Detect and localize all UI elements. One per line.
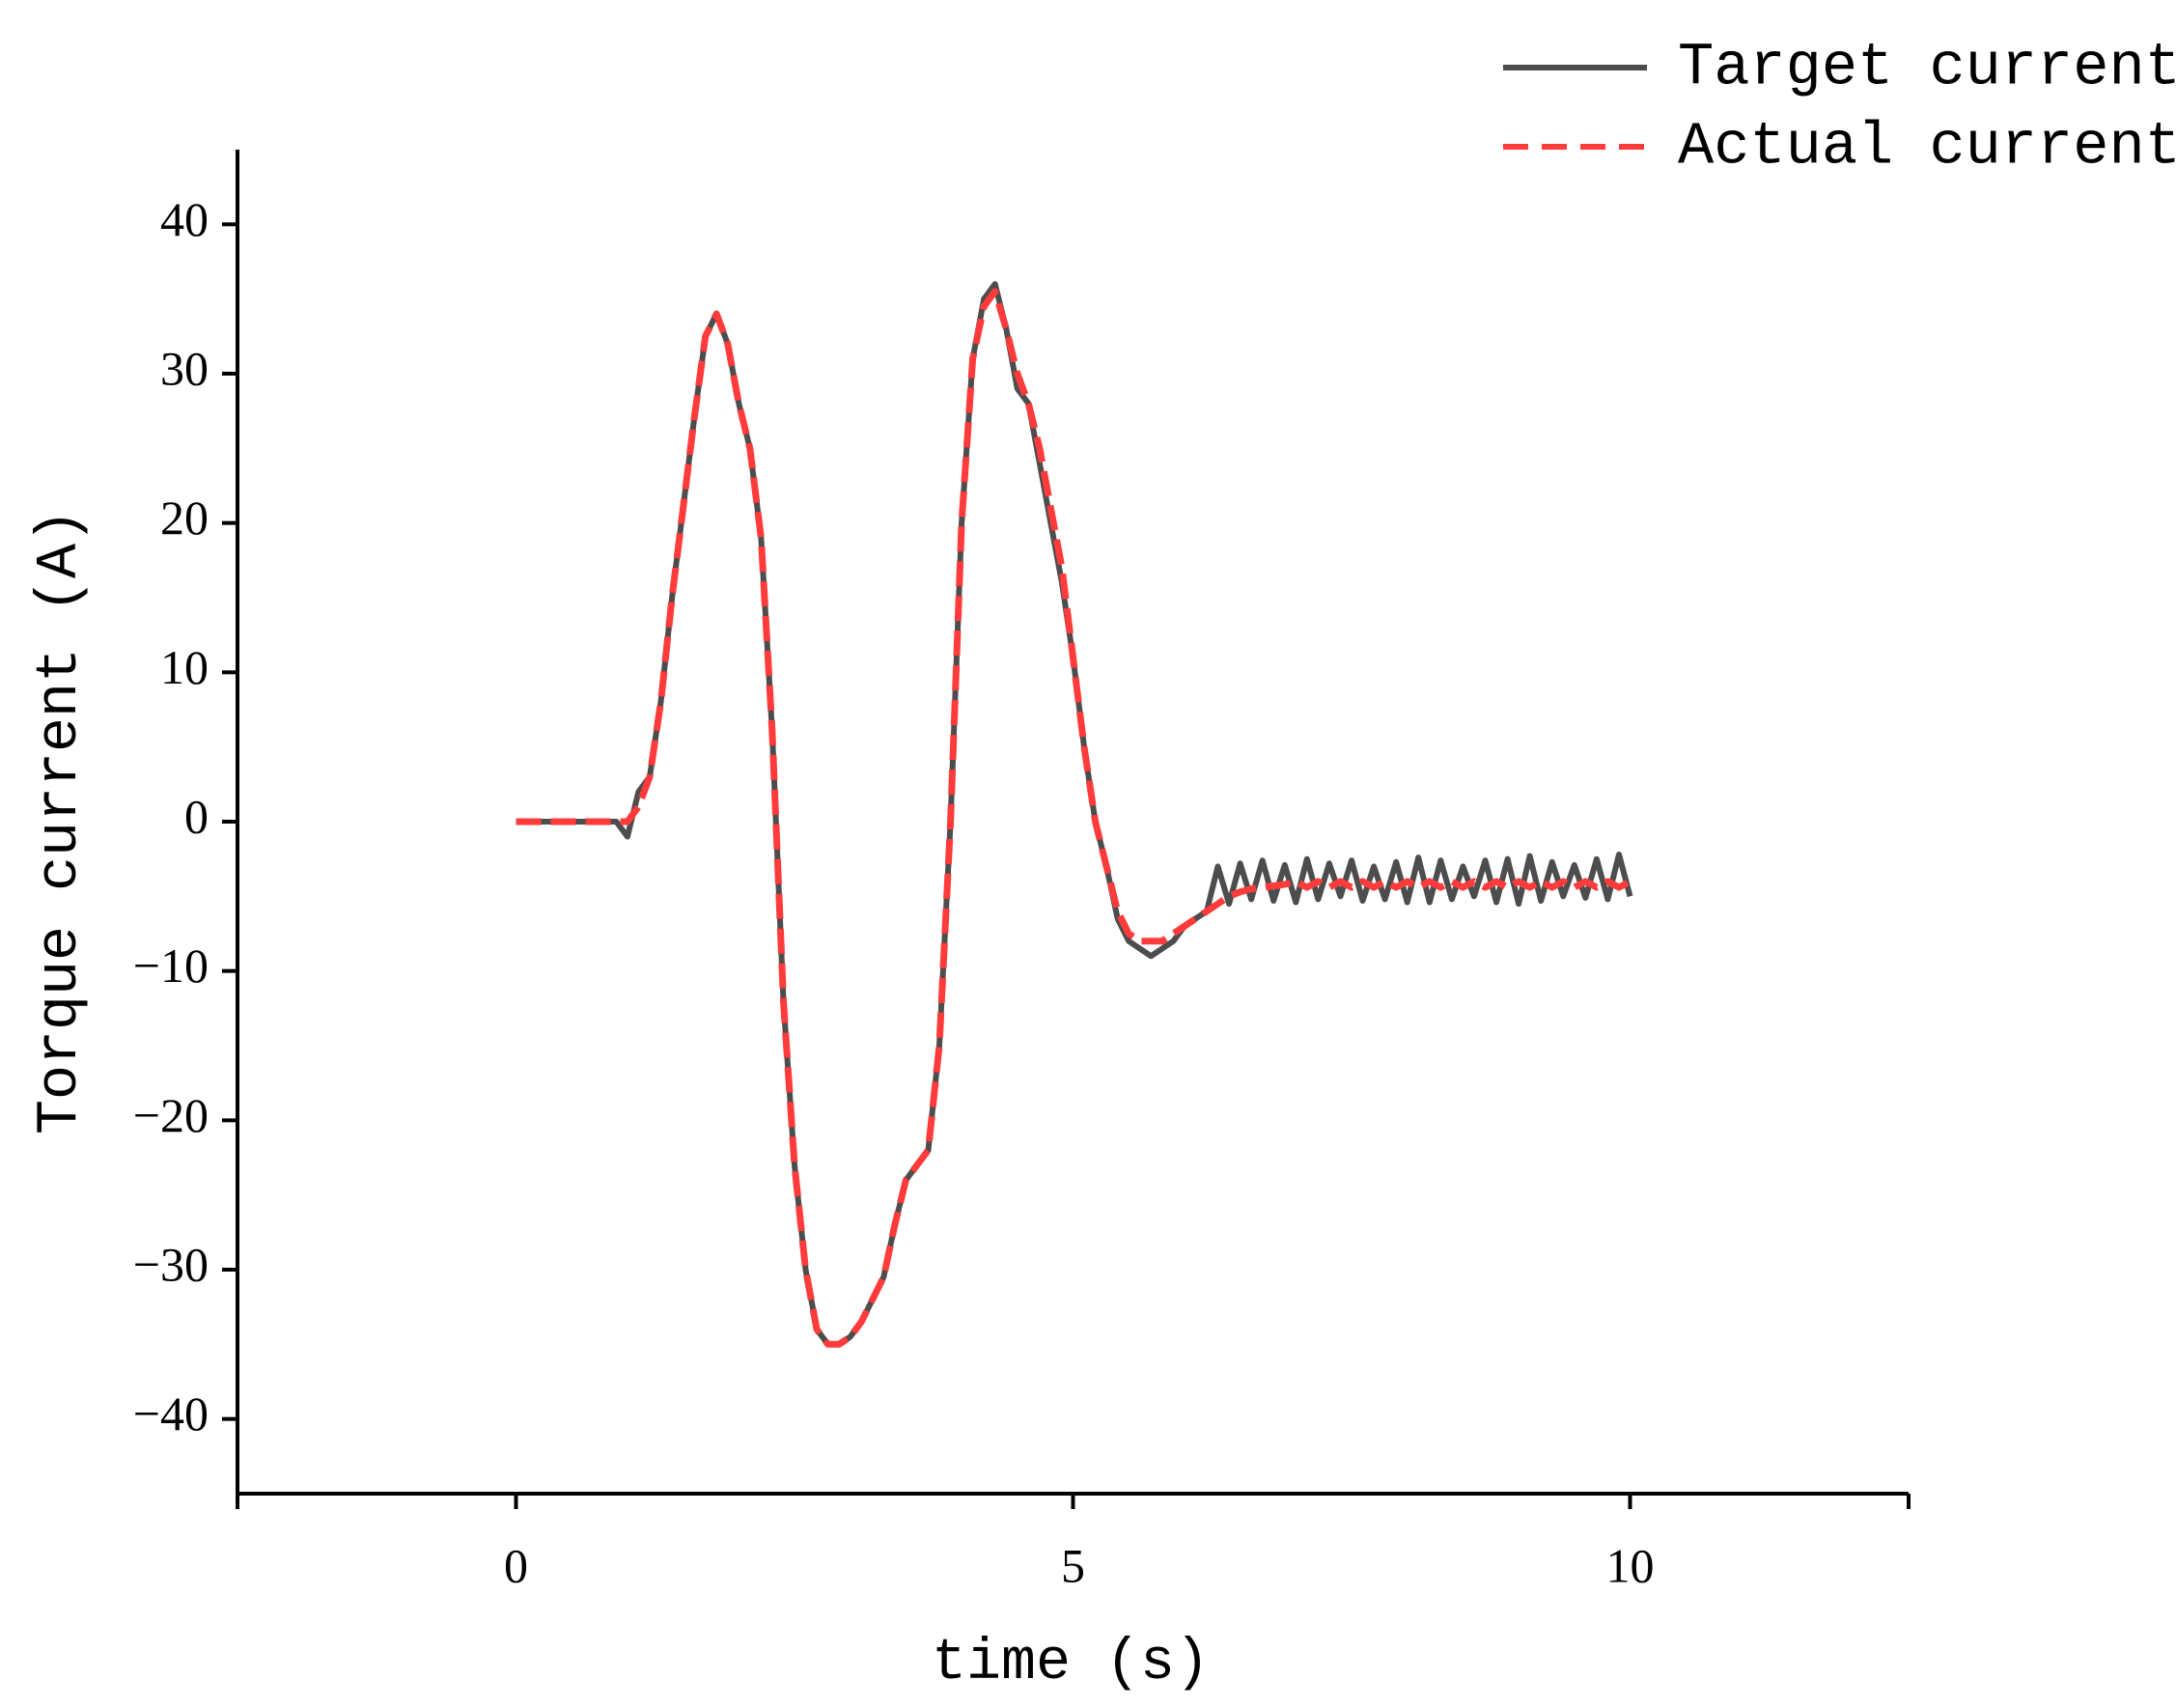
y-tick-label: 0: [184, 789, 209, 843]
x-axis-title: time (s): [932, 1631, 1210, 1696]
y-axis-title: Torque current (A): [28, 509, 94, 1134]
legend-label: Actual current: [1678, 112, 2176, 181]
y-tick-label: 30: [160, 341, 209, 395]
x-tick-label: 5: [1061, 1538, 1085, 1592]
y-tick-label: −20: [133, 1088, 209, 1142]
y-tick-label: −30: [133, 1237, 209, 1291]
y-tick-label: 40: [160, 192, 209, 246]
y-tick-label: 20: [160, 490, 209, 545]
x-tick-label: 0: [504, 1538, 528, 1592]
series-line: [516, 281, 1633, 1348]
y-tick-label: −40: [133, 1386, 209, 1441]
y-tick-label: 10: [160, 640, 209, 694]
series-line: [516, 288, 1632, 1348]
x-tick-label: 10: [1606, 1538, 1655, 1592]
y-tick-label: −10: [133, 938, 209, 993]
legend-label: Target current: [1678, 33, 2176, 101]
